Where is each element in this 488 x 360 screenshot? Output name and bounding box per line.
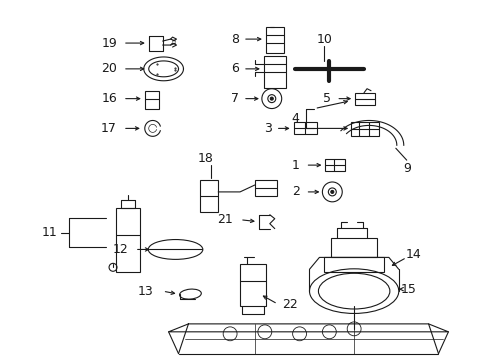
Text: 11: 11 [41, 226, 57, 239]
Text: 1: 1 [291, 159, 299, 172]
Text: 13: 13 [138, 285, 153, 298]
Bar [240, 264, 265, 306]
Text: 15: 15 [400, 283, 416, 296]
Bar [350, 122, 378, 136]
Circle shape [270, 97, 273, 100]
Bar [265, 27, 283, 53]
Text: 10: 10 [316, 33, 332, 46]
Text: 14: 14 [405, 248, 421, 261]
Bar [200, 180, 218, 212]
Text: 4: 4 [291, 112, 299, 125]
Text: 18: 18 [197, 152, 213, 165]
Text: 12: 12 [113, 243, 128, 256]
Text: 20: 20 [101, 62, 117, 75]
Bar [331, 238, 376, 257]
Text: 6: 6 [231, 62, 239, 75]
Text: 21: 21 [217, 213, 233, 226]
Text: 3: 3 [264, 122, 271, 135]
Bar [144, 91, 158, 109]
Text: 7: 7 [231, 92, 239, 105]
Bar [354, 93, 374, 105]
Bar [116, 208, 140, 272]
Text: 2: 2 [291, 185, 299, 198]
Text: 16: 16 [101, 92, 117, 105]
Text: 22: 22 [281, 297, 297, 311]
Text: 17: 17 [101, 122, 117, 135]
Text: 19: 19 [101, 37, 117, 50]
Text: 9: 9 [402, 162, 410, 175]
Bar [324, 257, 383, 272]
Bar [325, 159, 345, 171]
Bar [264, 56, 285, 88]
Text: 8: 8 [231, 33, 239, 46]
Text: 5: 5 [323, 92, 331, 105]
Bar [293, 122, 317, 134]
Circle shape [330, 190, 333, 193]
Bar [254, 180, 276, 196]
